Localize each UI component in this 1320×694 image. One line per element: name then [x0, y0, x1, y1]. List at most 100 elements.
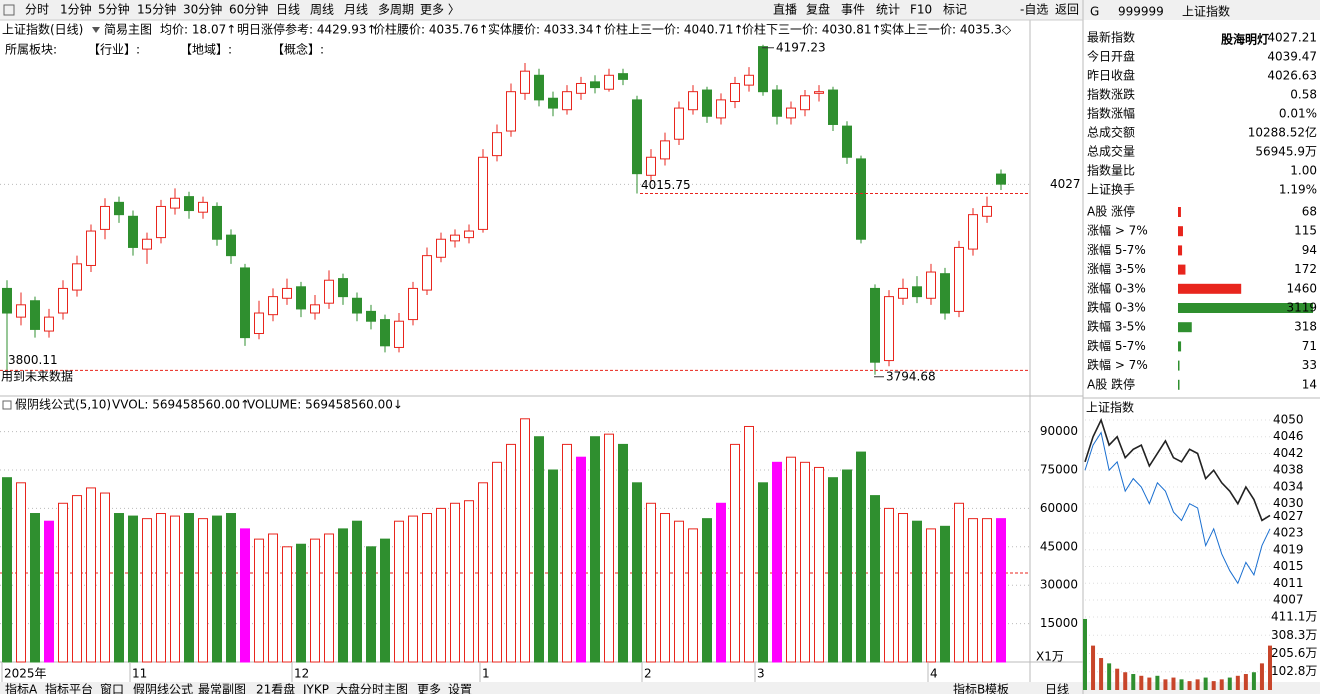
volume-bar: [366, 546, 376, 663]
bottom-tab[interactable]: 最常副图: [198, 683, 246, 694]
dist-label: 跌幅 3-5%: [1087, 319, 1146, 334]
volume-bar: [184, 513, 194, 663]
period-tab[interactable]: 日线: [276, 3, 300, 17]
candle-body: [828, 89, 838, 125]
volume-bar: [170, 515, 180, 663]
date-label: 11: [132, 667, 147, 681]
volume-bar: [590, 436, 600, 663]
stat-label: 上证换手: [1087, 183, 1135, 197]
candle-body: [212, 205, 222, 240]
period-tab[interactable]: 15分钟: [137, 2, 176, 17]
dist-bar: [1178, 360, 1180, 371]
candle-body: [380, 319, 390, 347]
candle-body: [352, 297, 362, 314]
volume-bar: [254, 538, 264, 663]
indicator-title: 假阴线公式(5,10): [15, 398, 111, 412]
level-label: 3794.68: [886, 369, 936, 383]
volume-bar: [86, 487, 96, 663]
y-tick-label: 4038: [1273, 463, 1304, 477]
intraday-line: [1084, 417, 1271, 522]
bottom-tab[interactable]: JYKP: [302, 683, 329, 694]
volume-bar: [604, 433, 614, 663]
bottom-tab[interactable]: 更多: [417, 683, 441, 694]
candle-body: [268, 296, 278, 316]
candle-body: [408, 287, 418, 321]
volume-bar: [646, 502, 656, 663]
stat-label: 总成交量: [1087, 144, 1135, 159]
period-tab[interactable]: 月线: [344, 3, 368, 17]
candle-body: [632, 99, 642, 175]
volume-bar: [310, 538, 320, 663]
dist-bar: [1178, 322, 1192, 333]
candle-body: [30, 300, 40, 330]
candle-body: [184, 196, 194, 212]
tool-button[interactable]: 返回: [1055, 3, 1079, 17]
volume-bar: [814, 466, 824, 663]
bottom-tab[interactable]: 指标B: [953, 682, 985, 694]
y-tick-label: 4046: [1273, 429, 1304, 443]
intraday-volume: [1187, 681, 1192, 690]
stat-label: 今日开盘: [1087, 49, 1135, 64]
intraday-volume: [1243, 674, 1248, 690]
tool-button[interactable]: -自选: [1020, 3, 1048, 17]
bottom-tab[interactable]: 模板: [985, 683, 1009, 694]
tool-button[interactable]: F10: [910, 3, 932, 17]
info-item: 价柱下三一价: 4030.81↑: [742, 22, 882, 37]
candle-body: [492, 132, 502, 157]
intraday-volume: [1259, 663, 1264, 690]
volume-bar: [142, 518, 152, 663]
bottom-tab[interactable]: 日线: [1045, 683, 1069, 694]
period-tab[interactable]: 60分钟: [229, 2, 268, 17]
unit-label: X1万: [1036, 650, 1064, 664]
watermark: 股海明灯: [1221, 32, 1269, 47]
volume-bar: [450, 502, 460, 663]
stat-value: 4027.21: [1267, 31, 1317, 45]
candle-body: [618, 73, 628, 80]
volume-bar: [828, 477, 838, 663]
y-tick-label: 4011: [1273, 576, 1304, 590]
bottom-tab[interactable]: 21看盘: [256, 682, 295, 694]
period-tab[interactable]: 多周期: [378, 3, 414, 17]
level-label: 4197.23: [776, 40, 826, 54]
period-tab[interactable]: 更多 〉: [420, 3, 460, 17]
candle-body: [282, 287, 292, 299]
bottom-tab[interactable]: 大盘分时主图: [336, 682, 408, 694]
period-tab[interactable]: 1分钟: [60, 2, 92, 17]
candle-body: [226, 234, 236, 257]
tool-button[interactable]: 标记: [943, 3, 967, 17]
period-tab[interactable]: 5分钟: [98, 2, 130, 17]
bottom-tab[interactable]: 指标A: [5, 682, 38, 694]
dist-label: A股 涨停: [1087, 204, 1135, 219]
intraday-title: 上证指数: [1086, 400, 1134, 415]
candle-body: [982, 205, 992, 217]
period-tab[interactable]: 周线: [310, 3, 334, 17]
dist-count: 3119: [1286, 301, 1317, 315]
bottom-tab[interactable]: 假阴线公式: [133, 683, 193, 694]
info-item: 实体上三一价: 4035.3◇: [880, 22, 1012, 37]
bottom-tab[interactable]: 设置: [448, 683, 472, 694]
tool-button[interactable]: 统计: [876, 3, 900, 17]
period-tab[interactable]: 分时: [25, 3, 49, 17]
volume-bar: [268, 533, 278, 663]
date-label: 2: [644, 667, 652, 681]
volume-bar: [912, 520, 922, 663]
volume-bar: [800, 461, 810, 663]
stat-label: 指数量比: [1087, 163, 1135, 178]
volume-bar: [408, 515, 418, 663]
dist-label: A股 跌停: [1087, 376, 1135, 391]
tool-button[interactable]: 复盘: [806, 2, 830, 17]
period-tab[interactable]: 30分钟: [183, 2, 222, 17]
bottom-tab[interactable]: 窗口: [100, 683, 124, 694]
volume-bar: [100, 492, 110, 663]
volume-bar: [198, 518, 208, 663]
volume-bar: [226, 513, 236, 663]
tool-button[interactable]: 直播: [773, 3, 797, 17]
stock-code: 999999: [1118, 5, 1164, 19]
bottom-tab[interactable]: 指标平台: [45, 682, 93, 694]
candle-body: [114, 201, 124, 216]
stat-label: 总成交额: [1087, 125, 1135, 140]
volume-bar: [716, 502, 726, 663]
candle-body: [422, 255, 432, 291]
note: 用到未来数据: [1, 369, 73, 384]
tool-button[interactable]: 事件: [841, 3, 865, 17]
